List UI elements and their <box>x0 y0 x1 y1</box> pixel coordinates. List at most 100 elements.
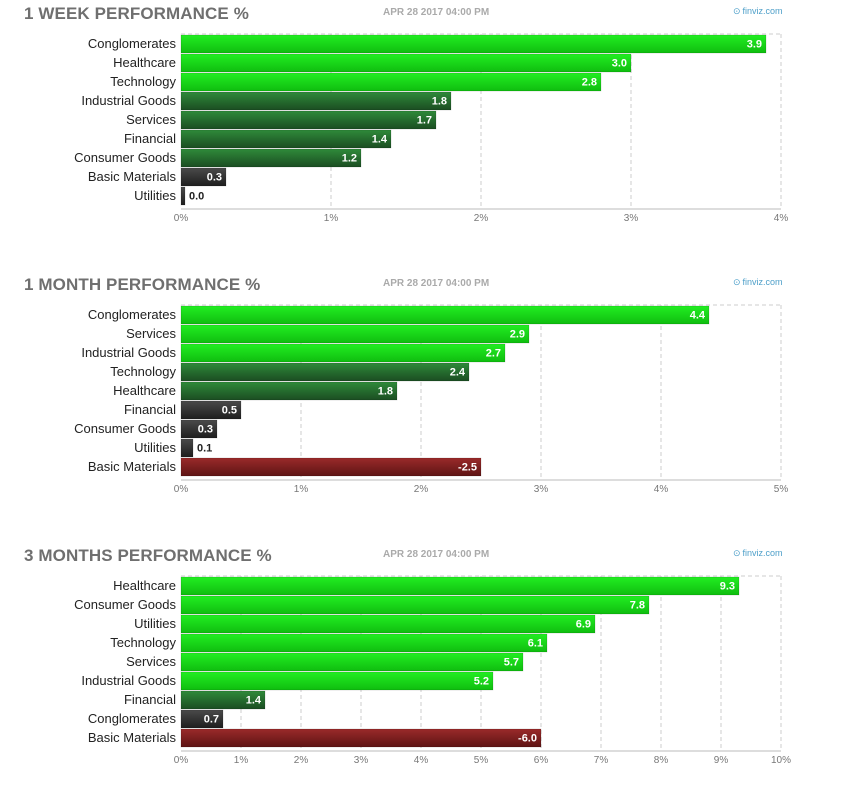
category-label: Industrial Goods <box>81 345 176 360</box>
bar[interactable] <box>180 652 524 672</box>
category-label: Basic Materials <box>88 730 177 745</box>
value-label: 2.8 <box>582 77 597 89</box>
bar[interactable] <box>180 438 194 458</box>
tick-label: 1% <box>294 484 309 495</box>
category-label: Services <box>126 654 176 669</box>
value-label: -6.0 <box>518 733 537 745</box>
category-label: Conglomerates <box>88 307 177 322</box>
brand-label: finviz.com <box>742 548 783 558</box>
value-label: 0.0 <box>189 191 204 203</box>
bar[interactable] <box>180 305 710 325</box>
bar[interactable] <box>180 576 740 596</box>
bar[interactable] <box>180 362 470 382</box>
bar[interactable] <box>180 72 602 92</box>
brand-label: finviz.com <box>742 277 783 287</box>
tick-label: 5% <box>474 755 489 766</box>
tick-label: 2% <box>294 755 309 766</box>
value-label: 1.8 <box>432 96 447 108</box>
value-label: 4.4 <box>690 310 706 322</box>
category-label: Services <box>126 112 176 127</box>
bar[interactable] <box>180 633 548 653</box>
bar[interactable] <box>180 186 186 206</box>
category-label: Technology <box>110 364 176 379</box>
category-label: Conglomerates <box>88 36 177 51</box>
bar[interactable] <box>180 324 530 344</box>
panel-date: APR 28 2017 04:00 PM <box>383 7 490 18</box>
finviz-link[interactable]: ⊙ finviz.com <box>733 548 783 559</box>
finviz-link[interactable]: ⊙ finviz.com <box>733 277 783 288</box>
bar[interactable] <box>180 690 266 710</box>
tick-label: 3% <box>534 484 549 495</box>
finviz-link[interactable]: ⊙ finviz.com <box>733 6 783 17</box>
tick-label: 4% <box>414 755 429 766</box>
bar[interactable] <box>180 129 392 149</box>
category-label: Conglomerates <box>88 711 177 726</box>
value-label: 5.2 <box>474 676 489 688</box>
three-month-performance-chart: 0% 1% 2% 3% 4% 5% 6% 7% 8% 9% 10% Healthcare 9.3 Cons… <box>74 575 791 766</box>
bar[interactable] <box>180 91 452 111</box>
value-label: 3.0 <box>612 58 627 70</box>
tick-label: 2% <box>474 213 489 224</box>
value-label: 6.9 <box>576 619 591 631</box>
three-month-performance-panel: 3 MONTHS PERFORMANCE % APR 28 2017 04:00… <box>0 542 842 807</box>
tick-label: 7% <box>594 755 609 766</box>
bar[interactable] <box>180 709 224 729</box>
bar[interactable] <box>180 53 632 73</box>
value-label: -2.5 <box>458 462 477 474</box>
category-label: Utilities <box>134 440 176 455</box>
category-label: Basic Materials <box>88 169 177 184</box>
category-label: Healthcare <box>113 383 176 398</box>
finviz-logo-icon: ⊙ <box>733 277 741 287</box>
category-label: Services <box>126 326 176 341</box>
panel-title: 1 WEEK PERFORMANCE % <box>24 4 249 23</box>
bar[interactable] <box>180 381 398 401</box>
bar[interactable] <box>180 400 242 420</box>
tick-label: 4% <box>654 484 669 495</box>
value-label: 0.3 <box>198 424 213 436</box>
panel-title: 3 MONTHS PERFORMANCE % <box>24 546 272 565</box>
value-label: 1.2 <box>342 153 357 165</box>
bar[interactable] <box>180 419 218 439</box>
tick-label: 0% <box>174 213 189 224</box>
bar[interactable] <box>180 110 437 130</box>
tick-label: 6% <box>534 755 549 766</box>
brand-label: finviz.com <box>742 6 783 16</box>
bar[interactable] <box>180 595 650 615</box>
value-label: 1.7 <box>417 115 432 127</box>
value-label: 3.9 <box>747 39 762 51</box>
bar[interactable] <box>180 167 227 187</box>
week-performance-chart: 0% 1% 2% 3% 4% Conglomerates 3.9 Healthcare 3.0 T… <box>74 33 789 224</box>
value-label: 0.5 <box>222 405 237 417</box>
category-label: Consumer Goods <box>74 597 176 612</box>
value-label: 1.4 <box>246 695 262 707</box>
tick-label: 3% <box>624 213 639 224</box>
category-label: Healthcare <box>113 55 176 70</box>
value-label: 2.9 <box>510 329 525 341</box>
category-label: Healthcare <box>113 578 176 593</box>
value-label: 5.7 <box>504 657 519 669</box>
category-label: Technology <box>110 635 176 650</box>
tick-label: 4% <box>774 213 789 224</box>
category-label: Industrial Goods <box>81 673 176 688</box>
bar[interactable] <box>180 671 494 691</box>
tick-label: 0% <box>174 484 189 495</box>
panel-date: APR 28 2017 04:00 PM <box>383 278 490 289</box>
value-label: 2.7 <box>486 348 501 360</box>
finviz-logo-icon: ⊙ <box>733 6 741 16</box>
tick-label: 9% <box>714 755 729 766</box>
bar[interactable] <box>180 614 596 634</box>
category-label: Consumer Goods <box>74 421 176 436</box>
tick-label: 3% <box>354 755 369 766</box>
bar[interactable] <box>180 457 482 477</box>
value-label: 7.8 <box>630 600 645 612</box>
bar[interactable] <box>180 148 362 168</box>
bar[interactable] <box>180 34 767 54</box>
category-label: Basic Materials <box>88 459 177 474</box>
bar[interactable] <box>180 728 542 748</box>
category-label: Industrial Goods <box>81 93 176 108</box>
value-label: 1.4 <box>372 134 388 146</box>
bar[interactable] <box>180 343 506 363</box>
category-label: Technology <box>110 74 176 89</box>
tick-label: 1% <box>234 755 249 766</box>
finviz-logo-icon: ⊙ <box>733 548 741 558</box>
